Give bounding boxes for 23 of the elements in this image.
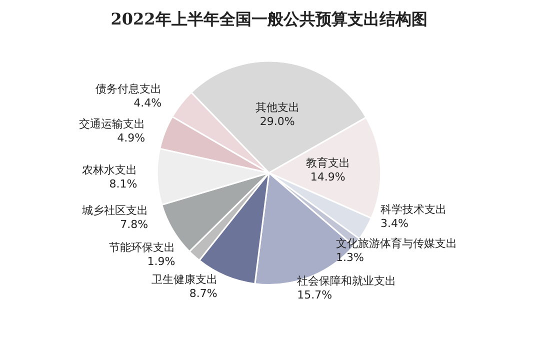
data-label: 4.9% — [117, 132, 146, 145]
slice-label: 卫生健康支出 — [151, 273, 218, 286]
slice-label: 其他支出 — [255, 101, 300, 114]
slice-label: 债务付息支出 — [96, 82, 162, 96]
data-label: 15.7% — [297, 288, 332, 302]
data-label: 8.7% — [189, 287, 218, 300]
slice-label: 交通运输支出 — [79, 118, 146, 131]
slice-label: 科学技术支出 — [380, 202, 446, 216]
slice-label: 节能环保支出 — [109, 240, 176, 254]
data-label: 1.9% — [147, 254, 176, 268]
data-label: 3.4% — [380, 216, 408, 230]
slice-label: 文化旅游体育与传媒支出 — [336, 236, 457, 250]
slice-label: 社会保障和就业支出 — [297, 274, 396, 288]
data-label: 14.9% — [310, 170, 346, 184]
chart-title: 2022年上半年全国一般公共预算支出结构图 — [110, 10, 428, 28]
data-label: 29.0% — [260, 115, 295, 128]
slice-label: 城乡社区支出 — [81, 204, 148, 217]
data-label: 4.4% — [134, 96, 162, 110]
data-label: 1.3% — [336, 250, 364, 264]
slice-label: 农林水支出 — [82, 163, 138, 176]
slice-label: 教育支出 — [306, 156, 350, 170]
data-label: 8.1% — [109, 177, 138, 190]
data-label: 7.8% — [120, 218, 148, 231]
